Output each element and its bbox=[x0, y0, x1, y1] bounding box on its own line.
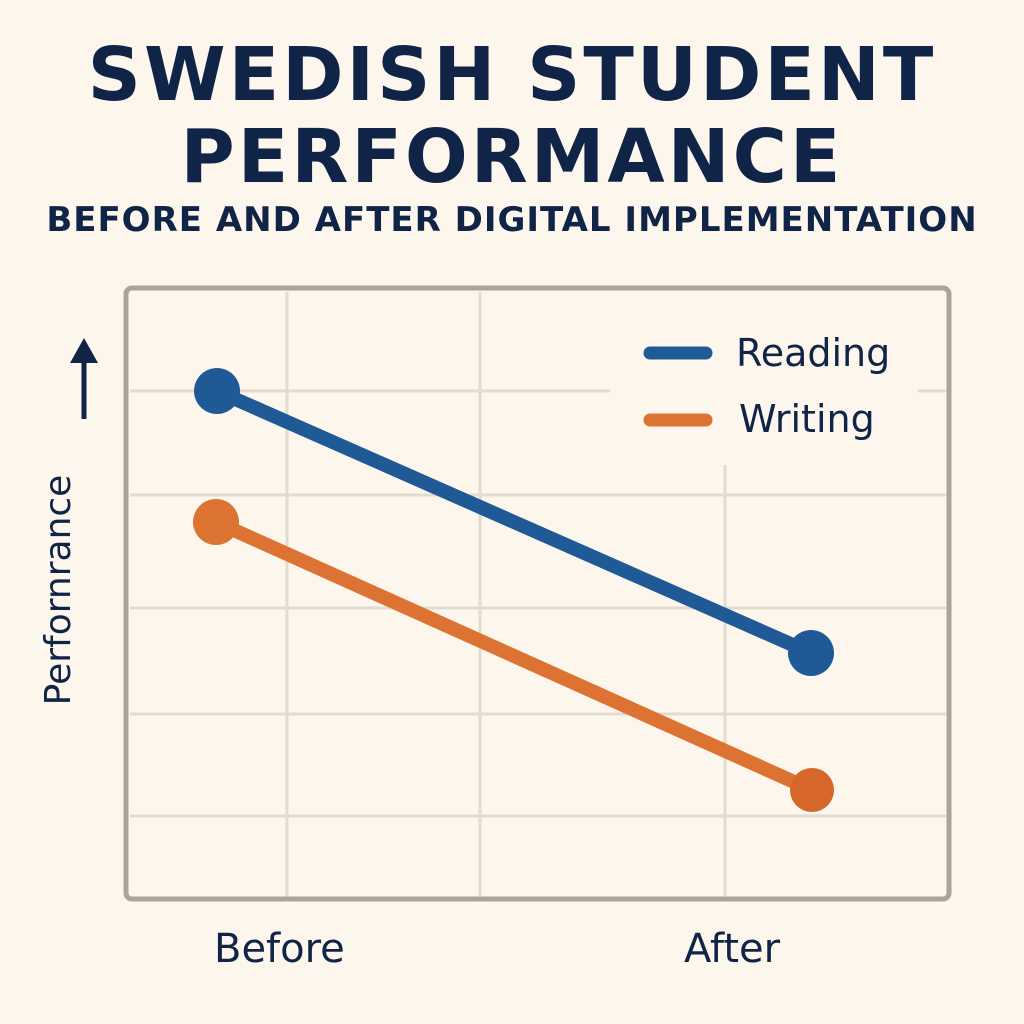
legend bbox=[643, 346, 713, 427]
y-axis-label: Perfornrance bbox=[38, 474, 79, 706]
chart-subtitle: BEFORE AND AFTER DIGITAL IMPLEMENTATION bbox=[46, 200, 978, 240]
plot-area bbox=[126, 288, 949, 899]
reading-point-before bbox=[194, 368, 240, 414]
reading-point-after bbox=[788, 630, 834, 676]
writing-point-before bbox=[193, 499, 239, 545]
writing-line bbox=[209, 515, 819, 797]
gridlines bbox=[130, 292, 946, 897]
reading-line bbox=[210, 384, 818, 660]
chart-title-line1: SWEDISH STUDENT bbox=[87, 32, 937, 118]
x-axis-label-before: Before bbox=[214, 926, 345, 972]
plot-frame bbox=[123, 285, 952, 902]
series-reading bbox=[194, 368, 834, 676]
writing-point-after bbox=[790, 768, 834, 812]
legend-label-writing: Writing bbox=[739, 397, 875, 441]
series-writing bbox=[193, 499, 834, 812]
legend-label-reading: Reading bbox=[736, 331, 891, 375]
chart-title-line2: PERFORMANCE bbox=[180, 114, 844, 200]
arrow-up-icon bbox=[70, 338, 98, 419]
x-axis-label-after: After bbox=[684, 926, 781, 972]
